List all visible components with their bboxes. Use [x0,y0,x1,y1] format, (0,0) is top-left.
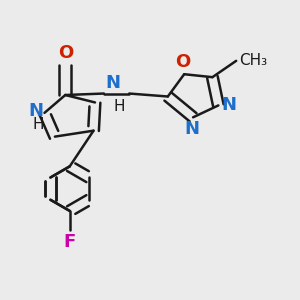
Text: O: O [175,53,190,71]
Text: CH₃: CH₃ [239,53,267,68]
Text: N: N [28,102,43,120]
Text: N: N [105,74,120,92]
Text: F: F [64,233,76,251]
Text: N: N [184,120,199,138]
Text: H: H [113,98,125,113]
Text: N: N [221,96,236,114]
Text: H: H [32,117,44,132]
Text: O: O [58,44,73,62]
